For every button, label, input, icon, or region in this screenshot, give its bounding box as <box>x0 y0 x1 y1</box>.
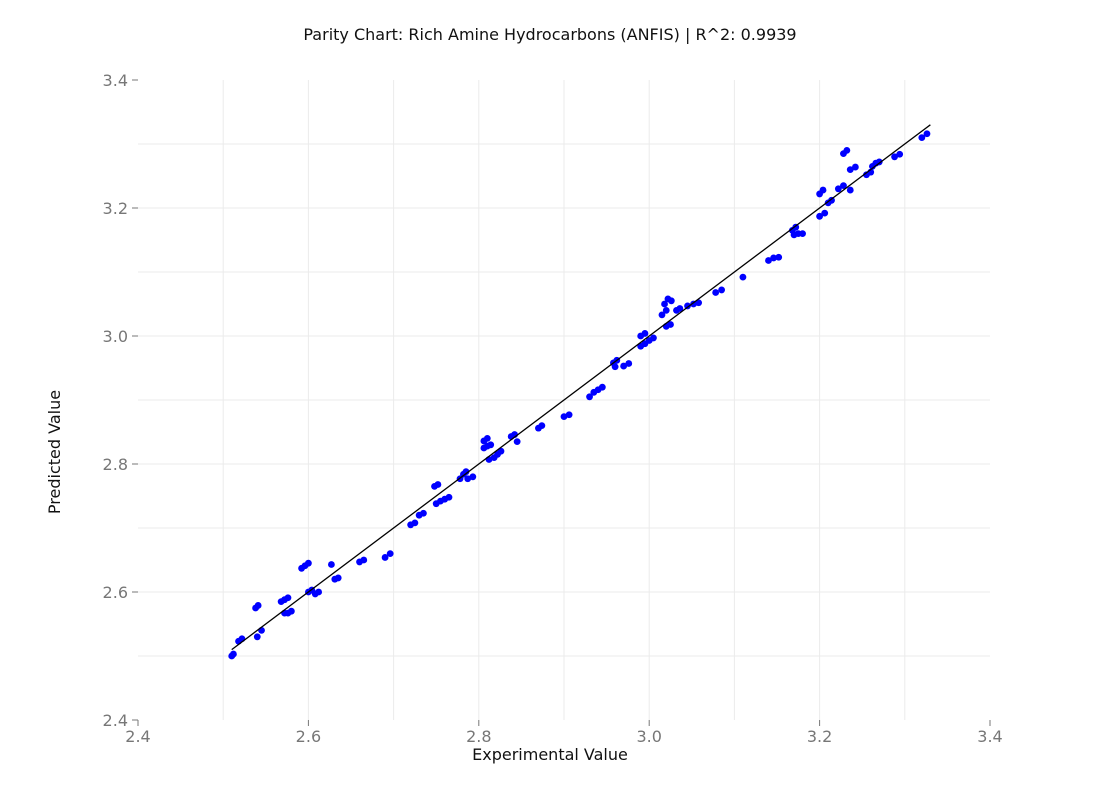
data-point <box>360 557 367 564</box>
data-point <box>328 561 335 568</box>
y-axis-label: Predicted Value <box>45 390 64 514</box>
data-point <box>420 510 427 517</box>
chart-title: Parity Chart: Rich Amine Hydrocarbons (A… <box>303 25 796 44</box>
data-point <box>412 519 419 526</box>
data-point <box>663 307 670 314</box>
data-point <box>435 481 442 488</box>
data-point <box>668 297 675 304</box>
data-point <box>258 627 265 634</box>
data-point <box>514 438 521 445</box>
data-point <box>642 330 649 337</box>
data-point <box>484 435 491 442</box>
data-point <box>852 164 859 171</box>
y-tick-label: 2.6 <box>103 583 128 602</box>
x-tick-label: 2.6 <box>296 727 321 746</box>
data-point <box>305 560 312 567</box>
data-point <box>820 187 827 194</box>
y-tick-label: 3.0 <box>103 327 128 346</box>
data-point <box>285 594 292 601</box>
data-point <box>740 274 747 281</box>
data-point <box>387 550 394 557</box>
data-point <box>254 633 261 640</box>
data-point <box>288 608 295 615</box>
data-point <box>230 651 237 658</box>
y-tick-label: 3.2 <box>103 199 128 218</box>
data-point <box>255 602 262 609</box>
x-tick-label: 2.4 <box>125 727 150 746</box>
data-point <box>718 287 725 294</box>
data-point <box>650 335 657 342</box>
y-tick-label: 3.4 <box>103 71 128 90</box>
data-point <box>896 151 903 158</box>
data-points <box>228 130 930 659</box>
data-point <box>799 230 806 237</box>
data-point <box>599 384 606 391</box>
data-point <box>612 363 619 370</box>
data-point <box>335 575 342 582</box>
y-tick-label: 2.4 <box>103 711 128 730</box>
x-tick-label: 2.8 <box>466 727 491 746</box>
x-tick-label: 3.4 <box>977 727 1002 746</box>
x-tick-label: 3.2 <box>807 727 832 746</box>
x-axis-label: Experimental Value <box>472 745 628 764</box>
data-point <box>924 130 931 137</box>
data-point <box>566 411 573 418</box>
data-point <box>625 360 632 367</box>
y-tick-label: 2.8 <box>103 455 128 474</box>
data-point <box>239 635 246 642</box>
data-point <box>538 422 545 429</box>
data-point <box>847 187 854 194</box>
data-point <box>775 254 782 261</box>
data-point <box>843 147 850 154</box>
data-point <box>446 494 453 501</box>
data-point <box>712 289 719 296</box>
data-point <box>315 589 322 596</box>
x-tick-label: 3.0 <box>636 727 661 746</box>
data-point <box>821 210 828 217</box>
data-point <box>487 441 494 448</box>
data-point <box>469 473 476 480</box>
parity-line <box>232 125 931 650</box>
